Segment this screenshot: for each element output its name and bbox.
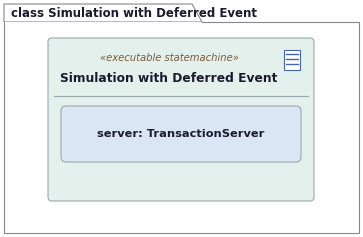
Text: server: TransactionServer: server: TransactionServer xyxy=(97,129,265,139)
FancyBboxPatch shape xyxy=(4,22,359,233)
Text: Simulation with Deferred Event: Simulation with Deferred Event xyxy=(60,72,278,85)
Polygon shape xyxy=(4,4,202,22)
FancyBboxPatch shape xyxy=(48,38,314,201)
FancyBboxPatch shape xyxy=(284,50,300,70)
Text: «executable statemachine»: «executable statemachine» xyxy=(99,53,238,63)
FancyBboxPatch shape xyxy=(5,22,202,23)
FancyBboxPatch shape xyxy=(61,106,301,162)
Text: class Simulation with Deferred Event: class Simulation with Deferred Event xyxy=(11,7,257,20)
